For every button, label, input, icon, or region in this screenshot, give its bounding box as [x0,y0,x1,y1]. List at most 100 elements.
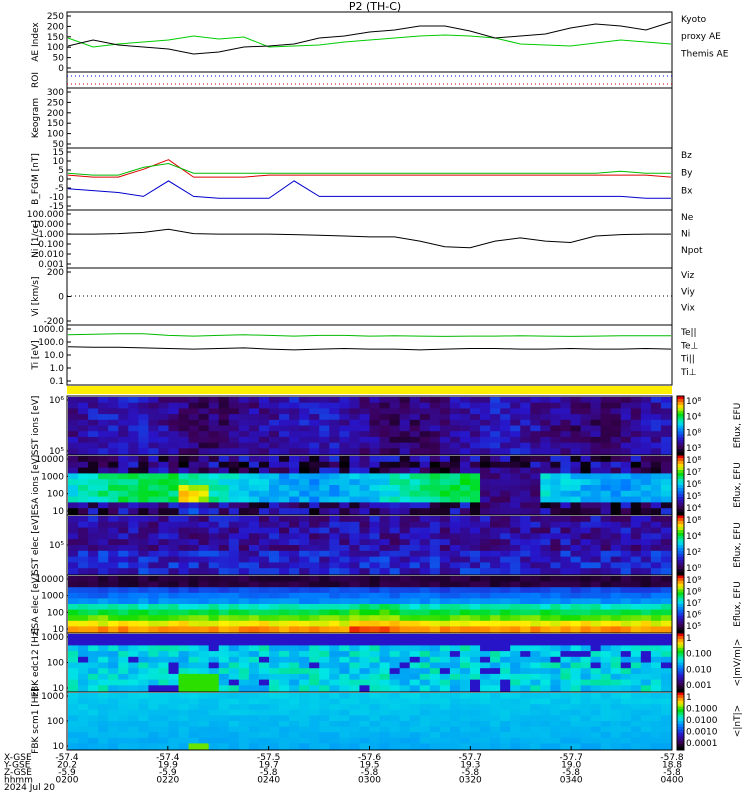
spectrogram-cell [158,587,169,594]
spectrogram-cell [490,737,501,744]
spectrogram-cell [620,737,632,744]
spectrogram-cell [610,576,622,583]
spectrogram-cell [188,502,200,509]
spectrogram-cell [359,425,370,432]
spectrogram-cell [379,576,391,583]
spectrogram-cell [319,592,330,599]
spectrogram-cell [369,568,381,575]
spectrogram-cell [369,704,381,711]
spectrogram-cell [640,568,652,575]
spectrogram-cell [510,516,521,523]
spectrogram-cell [198,521,210,529]
spectrogram-cell [520,521,531,529]
spectrogram-cell [329,568,340,575]
spectrogram-cell [299,721,310,728]
y-tick-label: 10⁵ [49,447,64,457]
spectrogram-cell [178,592,190,599]
spectrogram-cell [359,556,370,563]
spectrogram-cell [98,651,109,658]
spectrogram-cell [470,743,481,750]
spectrogram-cell [218,639,230,646]
spectrogram-cell [218,737,230,744]
spectrogram-cell [258,456,270,463]
spectrogram-cell [580,442,592,449]
spectrogram-cell [449,516,461,523]
y-tick-label: 10⁵ [49,541,64,551]
spectrogram-cell [660,502,672,509]
spectrogram-cell [510,721,521,728]
spectrogram-cell [158,521,169,529]
spectrogram-cell [540,521,551,529]
y-tick-label: 10000 [35,575,64,585]
spectrogram-cell [289,419,300,426]
spectrogram-cell [349,726,360,733]
spectrogram-cell [158,436,169,444]
spectrogram-cell [218,704,230,711]
spectrogram-cell [520,539,531,546]
spectrogram-cell [439,539,451,546]
colorbar-swatch [677,398,684,403]
spectrogram-cell [279,485,290,492]
spectrogram-cell [500,448,511,455]
spectrogram-cell [590,715,602,722]
spectrogram-cell [158,414,169,421]
spectrogram-cell [449,550,461,558]
spectrogram-cell [530,715,541,722]
spectrogram-cell [148,685,159,692]
spectrogram-cell [490,662,501,669]
panel-frame [66,267,673,326]
spectrogram-cell [540,587,551,594]
colorbar-swatch [677,434,684,438]
spectrogram-cell [208,533,220,540]
spectrogram-cell [158,581,169,588]
spectrogram-cell [610,485,622,492]
spectrogram-cell [299,639,310,646]
spectrogram-cell [228,461,240,469]
spectrogram-cell [248,425,260,432]
spectrogram-cell [650,592,662,599]
spectrogram-cell [248,598,260,605]
spectrogram-cell [128,461,139,469]
spectrogram-cell [78,604,89,611]
spectrogram-cell [349,581,360,588]
spectrogram-cell [540,431,551,438]
spectrogram-cell [520,508,531,515]
spectrogram-cell [289,581,300,588]
spectrogram-cell [640,473,652,480]
panel-roi [66,71,673,89]
spectrogram-cell [550,743,561,750]
spectrogram-cell [359,704,370,711]
spectrogram-cell [198,668,210,675]
spectrogram-cell [309,685,320,692]
spectrogram-cell [168,456,180,463]
spectrogram-cell [510,508,521,515]
spectrogram-cell [98,456,109,463]
spectrogram-cell [228,693,240,700]
spectrogram-cell [188,436,200,444]
spectrogram-cell [399,556,411,563]
spectrogram-cell [158,467,169,474]
spectrogram-cell [309,693,320,700]
spectrogram-cell [78,721,89,728]
spectrogram-cell [660,436,672,444]
spectrogram-cell [439,698,451,705]
y-tick-label: 0 [58,293,64,303]
spectrogram-cell [198,685,210,692]
spectrogram-cell [459,502,471,509]
spectrogram-cell [248,587,260,594]
spectrogram-cell [168,442,180,449]
spectrogram-cell [490,419,501,426]
spectrogram-cell [560,737,571,744]
spectrogram-cell [389,545,401,552]
spectrogram-cell [138,639,149,646]
colorbar-tick: 10⁷ [686,599,701,609]
spectrogram-cell [540,668,551,675]
spectrogram-cell [78,685,89,692]
spectrogram-cell [590,479,602,486]
spectrogram-cell [570,656,582,663]
spectrogram-cell [349,592,360,599]
spectrogram-cell [319,609,330,616]
spectrogram-cell [620,436,632,444]
spectrogram-cell [178,550,190,558]
spectrogram-cell [480,651,491,658]
